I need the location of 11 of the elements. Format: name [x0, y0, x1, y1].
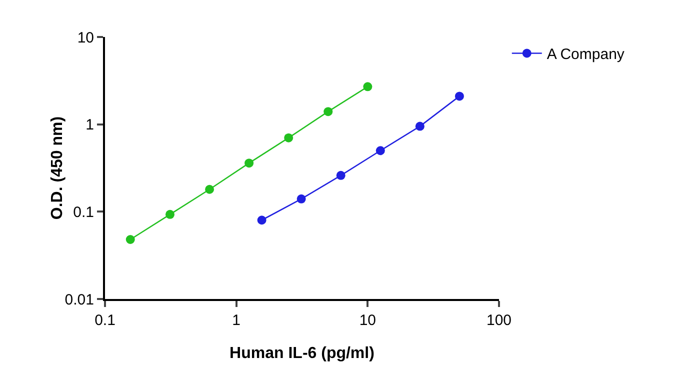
y-tick-label: 10	[77, 29, 94, 46]
y-tick-label: 1	[86, 116, 94, 134]
x-tick-label: 0.1	[94, 312, 116, 329]
x-tick-label: 10	[359, 312, 376, 329]
y-tick-label: 0.1	[73, 204, 94, 221]
x-tick-label: 100	[486, 312, 512, 329]
y-axis-title: O.D. (450 nm)	[49, 116, 66, 220]
x-tick-label: 1	[232, 312, 240, 329]
y-tick-label: 0.01	[64, 291, 94, 308]
x-axis-title: Human IL-6 (pg/ml)	[230, 345, 374, 362]
legend-label: A Company	[546, 46, 625, 64]
